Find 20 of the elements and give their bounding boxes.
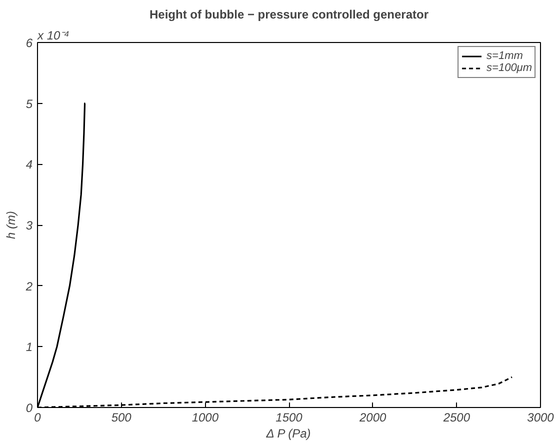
text: x 10⁻⁴ (36, 28, 70, 42)
y-tick-label: 4 (26, 158, 33, 172)
y-tick-label: 0 (26, 401, 33, 415)
y-tick-label: 1 (26, 340, 33, 354)
x-tick-label: 1000 (192, 410, 219, 424)
y-tick-label: 6 (26, 36, 33, 50)
x-tick-label: 500 (111, 410, 132, 424)
y-tick-label: 2 (24, 279, 33, 294)
x-tick-label: 1500 (276, 410, 303, 424)
x-tick-label: 2500 (442, 410, 470, 424)
y-axis-title: h (m) (4, 211, 18, 239)
y-tick-label: 3 (26, 218, 33, 232)
chart-title: Height of bubble − pressure controlled generator (149, 8, 429, 22)
x-tick-label: 2000 (358, 410, 387, 424)
legend-label: s=100μm (486, 62, 532, 74)
x-tick-label: 0 (34, 410, 42, 424)
x-tick-label: 3000 (527, 410, 554, 424)
legend-label: s=1mm (486, 50, 523, 62)
x-axis-title: Δ P (Pa) (265, 426, 311, 440)
y-tick-label: 5 (26, 96, 33, 111)
